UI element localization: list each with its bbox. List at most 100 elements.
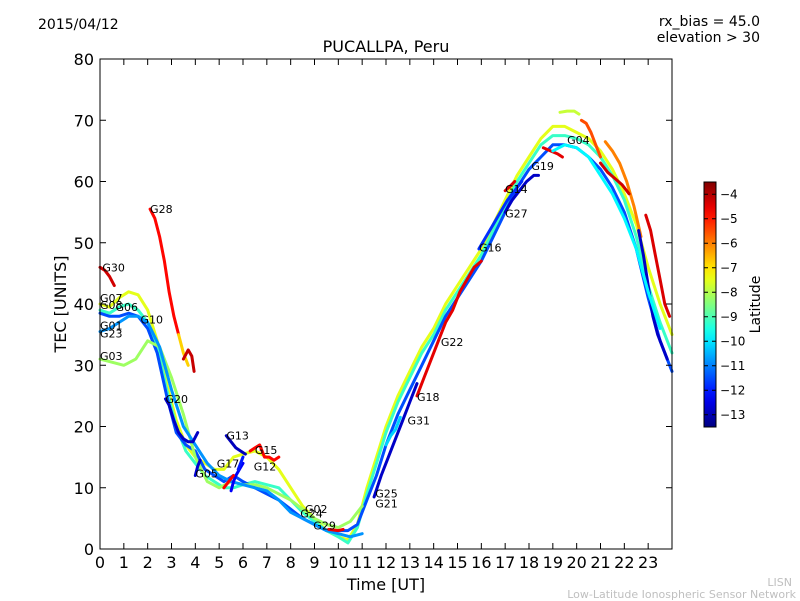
x-tick-label: 17 — [495, 553, 515, 572]
satellite-label: G04 — [567, 134, 590, 147]
tec-series-2 — [98, 143, 674, 533]
x-tick-label: 10 — [328, 553, 348, 572]
tec-series-16 — [415, 259, 483, 398]
satellite-label: G27 — [505, 207, 528, 220]
colorbar-tick-label: −11 — [720, 359, 745, 373]
footer-network-name: Low-Latitude Ionospheric Sensor Network — [567, 588, 796, 601]
x-tick-label: 8 — [286, 553, 296, 572]
tec-series-30 — [236, 455, 245, 471]
satellite-label: G21 — [375, 498, 398, 511]
y-tick-label: 10 — [74, 479, 94, 498]
satellite-label: G15 — [255, 444, 278, 457]
satellite-label: G03 — [100, 350, 123, 363]
satellite-label: G02 — [305, 503, 328, 516]
y-tick-label: 70 — [74, 111, 94, 130]
tec-series-6 — [177, 333, 190, 367]
satellite-label: G25 — [375, 487, 398, 500]
satellite-label: G12 — [254, 460, 277, 473]
tec-series-23 — [603, 140, 643, 239]
colorbar-tick-label: −4 — [720, 187, 738, 201]
y-tick-label: 0 — [84, 540, 94, 559]
satellite-label: G13 — [226, 430, 249, 443]
tec-series-25 — [644, 213, 672, 318]
tec-series-7 — [181, 348, 196, 373]
colorbar-tick-label: −5 — [720, 212, 738, 226]
satellite-label: G14 — [505, 183, 528, 196]
tec-series-8 — [98, 265, 116, 288]
tec-series-14 — [372, 382, 419, 499]
satellite-label: G31 — [407, 414, 430, 427]
colorbar-tick-label: −7 — [720, 261, 738, 275]
satellite-label: G24 — [300, 507, 323, 520]
satellite-label: G18 — [417, 391, 440, 404]
colorbar-tick-label: −8 — [720, 285, 738, 299]
tec-series-12 — [193, 458, 202, 477]
tec-series-17 — [477, 180, 524, 251]
tec-series-15 — [384, 415, 402, 447]
tec-series-1 — [98, 134, 674, 545]
tec-series-24 — [599, 161, 631, 196]
tec-series-9 — [164, 397, 200, 444]
tec-series-19 — [503, 180, 517, 193]
x-tick-label: 16 — [471, 553, 491, 572]
tec-series-20 — [541, 146, 564, 159]
satellite-label: G19 — [531, 160, 554, 173]
elevation-annotation: elevation > 30 — [656, 30, 760, 46]
colorbar-tick-label: −13 — [720, 408, 745, 422]
satellite-label: G06 — [115, 301, 138, 314]
y-tick-label: 60 — [74, 173, 94, 192]
tec-series-28 — [327, 527, 345, 533]
tec-series-11 — [248, 443, 281, 462]
x-tick-label: 19 — [543, 553, 563, 572]
satellite-label: G05 — [195, 468, 218, 481]
tec-series-21 — [558, 109, 581, 116]
x-tick-label: 4 — [190, 553, 200, 572]
y-tick-label: 80 — [74, 50, 94, 69]
tec-series-4 — [98, 314, 364, 539]
y-tick-label: 30 — [74, 356, 94, 375]
x-tick-label: 23 — [638, 553, 658, 572]
y-tick-label: 40 — [74, 295, 94, 314]
x-tick-label: 11 — [352, 553, 372, 572]
colorbar-label: Latitude — [748, 276, 764, 334]
x-tick-label: 22 — [614, 553, 634, 572]
x-tick-label: 21 — [590, 553, 610, 572]
x-tick-label: 9 — [309, 553, 319, 572]
satellite-label: G07 — [100, 292, 123, 305]
satellite-label: G16 — [479, 242, 502, 255]
x-tick-label: 0 — [95, 553, 105, 572]
plot-frame — [99, 58, 673, 550]
tec-series-26 — [637, 229, 669, 361]
x-tick-label: 1 — [119, 553, 129, 572]
x-tick-label: 14 — [423, 553, 443, 572]
y-tick-label: 50 — [74, 234, 94, 253]
satellite-label: G10 — [141, 313, 164, 326]
satellite-label: G20 — [166, 393, 189, 406]
colorbar-tick-label: −10 — [720, 334, 745, 348]
x-tick-label: 2 — [143, 553, 153, 572]
date-label: 2015/04/12 — [38, 17, 119, 33]
x-tick-label: 6 — [238, 553, 248, 572]
x-tick-label: 20 — [566, 553, 586, 572]
x-axis-label: Time [UT] — [346, 575, 425, 594]
colorbar-layer: −4 −5 −6 −7 −8 −9 −10 −11 −12 −13 Latitude — [703, 181, 764, 428]
x-tick-label: 7 — [262, 553, 272, 572]
tec-series-27 — [551, 143, 662, 330]
satellite-label: G30 — [102, 261, 125, 274]
x-tick-label: 13 — [400, 553, 420, 572]
tec-series-18 — [503, 173, 540, 214]
x-tick-label: 12 — [376, 553, 396, 572]
satellite-label: G22 — [441, 336, 464, 349]
tec-series-10 — [224, 434, 247, 456]
x-tick-label: 18 — [519, 553, 539, 572]
x-tick-label: 15 — [447, 553, 467, 572]
colorbar-tick-label: −6 — [720, 236, 738, 250]
colorbar-tick-label: −9 — [720, 310, 738, 324]
satellite-label: G08 — [100, 299, 123, 312]
chart-title: PUCALLPA, Peru — [322, 37, 450, 56]
axes-layer: 0 1 2 3 4 5 6 7 8 9 10 11 12 13 14 15 16 17 18 19 20 21 22 2301… — [74, 50, 672, 572]
x-tick-label: 3 — [166, 553, 176, 572]
satellite-label: G28 — [150, 203, 173, 216]
